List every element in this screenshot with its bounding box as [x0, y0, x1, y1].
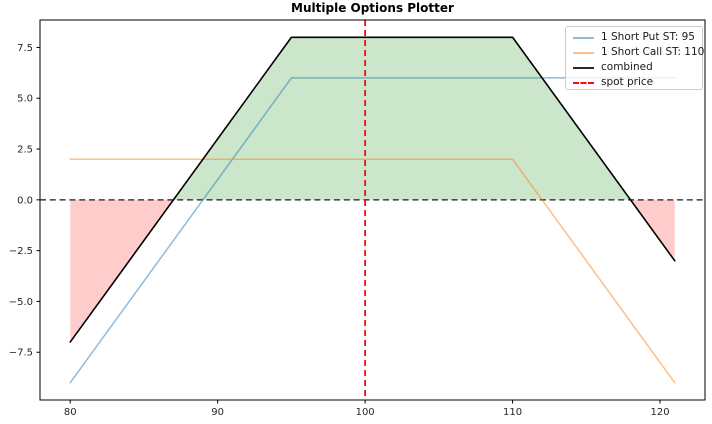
- y-tick-label: 5.0: [17, 94, 33, 105]
- series-line-short-put: [69, 77, 676, 384]
- legend: 1 Short Put ST: 95 1 Short Call ST: 110 co…: [565, 26, 704, 90]
- x-tick-label: 80: [64, 407, 77, 418]
- y-tick-label: 0.0: [17, 195, 33, 206]
- x-tick-label: 120: [650, 407, 669, 418]
- x-tick-label: 100: [356, 407, 375, 418]
- legend-swatch-solid-line-icon: [573, 66, 594, 69]
- legend-entry-label: 1 Short Put ST: 95: [601, 31, 695, 43]
- legend-swatch-solid-line-icon: [573, 51, 594, 54]
- legend-swatch-dashed-line-icon: [573, 81, 594, 84]
- y-tick-label: 7.5: [17, 43, 33, 54]
- legend-entry-3: spot price: [573, 75, 696, 90]
- y-tick-label: −5.0: [9, 297, 33, 308]
- y-tick-label: 2.5: [17, 145, 33, 156]
- y-tick-label: −7.5: [9, 348, 33, 359]
- legend-entry-0: 1 Short Put ST: 95: [573, 30, 696, 45]
- legend-entry-label: combined: [601, 61, 653, 73]
- y-tick-label: −2.5: [9, 246, 33, 257]
- x-tick-label: 90: [211, 407, 224, 418]
- legend-entry-label: 1 Short Call ST: 110: [601, 46, 705, 58]
- legend-entry-label: spot price: [601, 76, 654, 88]
- profit-region-fill: [173, 37, 631, 200]
- legend-entry-2: combined: [573, 60, 696, 75]
- axes-spines: [39, 19, 706, 401]
- series-line-combined: [69, 36, 676, 343]
- series-line-short-call: [69, 158, 676, 384]
- chart-title: Multiple Options Plotter: [291, 1, 454, 15]
- x-tick-label: 110: [503, 407, 522, 418]
- legend-entry-1: 1 Short Call ST: 110: [573, 45, 704, 60]
- legend-swatch-solid-line-icon: [573, 36, 594, 39]
